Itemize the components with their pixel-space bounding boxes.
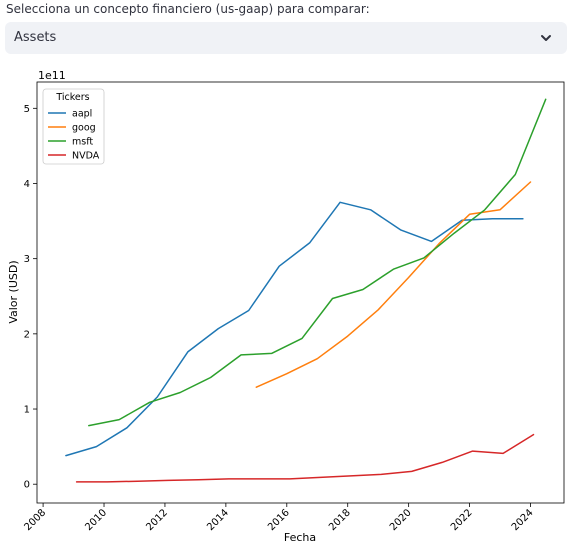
series-line-goog: [255, 181, 532, 388]
series-line-aapl: [65, 201, 524, 457]
concept-select-box[interactable]: Assets: [5, 22, 567, 54]
legend-frame: [42, 88, 105, 165]
x-tick-label: 2020: [388, 507, 414, 533]
concept-selector-label: Selecciona un concepto financiero (us-ga…: [6, 2, 370, 16]
series-line-nvda: [75, 433, 535, 483]
x-tick-label: 2022: [449, 507, 475, 533]
legend-label-nvda: NVDA: [72, 151, 100, 162]
legend: Tickers aapl goog msft NVDA: [42, 88, 105, 165]
series-line-msft: [88, 98, 547, 427]
y-axis-label: Valor (USD): [7, 260, 20, 323]
x-tick-label: 2018: [327, 507, 353, 533]
x-axis-label: Fecha: [284, 531, 316, 544]
chevron-down-icon: [541, 35, 551, 41]
legend-label-goog: goog: [72, 123, 96, 134]
legend-label-aapl: aapl: [72, 109, 92, 120]
legend-title: Tickers: [55, 92, 89, 103]
y-scale-label: 1e11: [38, 69, 66, 82]
x-tick-label: 2008: [22, 507, 48, 533]
x-tick-label: 2024: [510, 507, 536, 533]
y-tick-label: 0: [24, 480, 30, 491]
x-tick-label: 2012: [144, 507, 170, 533]
y-tick-label: 5: [24, 104, 30, 115]
concept-select-value: Assets: [14, 30, 57, 45]
legend-label-msft: msft: [72, 137, 93, 148]
y-tick-label: 2: [24, 329, 30, 340]
y-tick-label: 1: [24, 405, 30, 416]
assets-chart: 2008 2010 2012 2014 2016 2018 2020 2022 2024 0 1 2 3…: [0, 66, 576, 548]
x-tick-label: 2010: [83, 507, 109, 533]
x-tick-label: 2016: [266, 507, 292, 533]
x-tick-label: 2014: [205, 507, 231, 533]
plot-area-frame: [36, 81, 565, 504]
y-tick-label: 4: [24, 179, 30, 190]
line-chart-svg: 2008 2010 2012 2014 2016 2018 2020 2022 2024 0 1 2 3…: [7, 69, 565, 544]
y-tick-label: 3: [24, 254, 30, 265]
